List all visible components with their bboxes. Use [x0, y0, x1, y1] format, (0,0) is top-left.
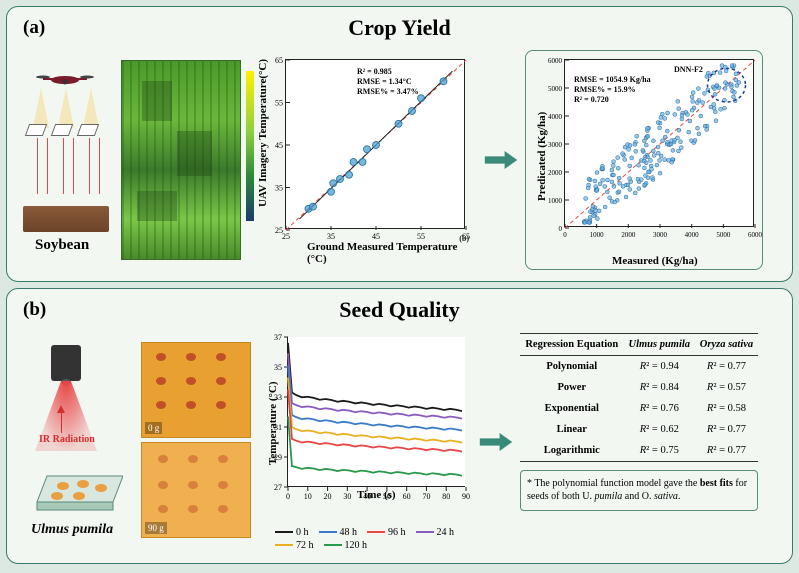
svg-text:55: 55 — [417, 232, 425, 241]
svg-text:25: 25 — [282, 232, 290, 241]
stat-rmsepct: RMSE% = 15.9% — [574, 85, 651, 95]
petri-dish-icon — [27, 466, 123, 512]
svg-text:3000: 3000 — [548, 141, 563, 149]
stat-rmse: RMSE = 1.34°C — [357, 77, 419, 87]
sublabel: (b) — [459, 234, 469, 243]
beam-line — [63, 138, 64, 194]
soybean-label: Soybean — [35, 237, 89, 254]
light-beams — [23, 88, 109, 156]
seed-bottom-label: 90 g — [145, 522, 167, 534]
ir-label: IR Radiation — [39, 434, 95, 445]
svg-text:25: 25 — [275, 226, 283, 235]
svg-text:35: 35 — [275, 183, 283, 192]
panel-a-title: Crop Yield — [17, 15, 782, 41]
svg-text:45: 45 — [372, 232, 380, 241]
seed-top-label: 0 g — [145, 422, 162, 434]
stat-rmse: RMSE = 1054.9 Kg/ha — [574, 75, 651, 85]
xlabel: Ground Measured Temperature (°C) — [307, 241, 477, 265]
svg-text:60: 60 — [403, 492, 411, 501]
svg-text:5000: 5000 — [548, 85, 563, 93]
legend-item: 96 h — [367, 527, 406, 538]
camera-icon — [51, 345, 81, 381]
panel-a-row: Soybean 25253535454555556565 R² = 0.985 … — [17, 47, 782, 272]
model-label: DNN-F2 — [674, 65, 703, 75]
svg-text:2000: 2000 — [621, 231, 636, 239]
svg-text:35: 35 — [327, 232, 335, 241]
linechart-svg: 0102030405060708090272931333537 — [288, 337, 466, 487]
beam-line — [37, 138, 38, 194]
svg-text:37: 37 — [274, 333, 282, 342]
svg-text:27: 27 — [274, 483, 282, 492]
soil-block — [23, 206, 109, 232]
ylabel: UAV Imagery Temperature(°C) — [257, 59, 269, 207]
svg-text:65: 65 — [275, 56, 283, 65]
svg-text:80: 80 — [442, 492, 450, 501]
svg-text:4000: 4000 — [685, 231, 700, 239]
regression-table-block: Regression EquationUlmus pumilaOryza sat… — [520, 333, 758, 551]
species-label: Ulmus pumila — [31, 522, 113, 538]
svg-text:90: 90 — [462, 492, 470, 501]
beam-line — [73, 138, 74, 194]
svg-text:3000: 3000 — [653, 231, 668, 239]
field-thermal-image — [121, 60, 241, 260]
ylabel: Predicated (Kg/ha) — [536, 111, 548, 200]
svg-text:2000: 2000 — [548, 169, 563, 177]
svg-text:6000: 6000 — [548, 57, 563, 65]
stat-rmsepct: RMSE% = 3.47% — [357, 87, 419, 97]
temperature-time-chart: 0102030405060708090272931333537 Time (s)… — [257, 333, 472, 551]
svg-text:70: 70 — [422, 492, 430, 501]
legend-item: 24 h — [416, 527, 455, 538]
stat-r2: R² = 0.720 — [574, 95, 651, 105]
stat-r2: R² = 0.985 — [357, 67, 419, 77]
svg-text:1000: 1000 — [590, 231, 605, 239]
panel-a-label: (a) — [23, 17, 45, 39]
legend-item: 120 h — [324, 540, 368, 551]
svg-text:4000: 4000 — [548, 113, 563, 121]
svg-text:0: 0 — [286, 492, 290, 501]
seed-images: 0 g 90 g — [141, 342, 251, 542]
seed-image-top: 0 g — [141, 342, 251, 438]
legend-item: 72 h — [275, 540, 314, 551]
panel-b-title: Seed Quality — [17, 297, 782, 323]
svg-text:6000: 6000 — [748, 231, 763, 239]
svg-text:1000: 1000 — [548, 197, 563, 205]
xlabel: Time (s) — [357, 489, 396, 501]
ylabel: Temperature (°C) — [267, 381, 279, 465]
seed-image-bottom: 90 g — [141, 442, 251, 538]
drone-soil-diagram: Soybean — [17, 60, 115, 260]
ir-arrowhead — [57, 405, 65, 413]
legend-item: 0 h — [275, 527, 309, 538]
svg-text:0: 0 — [559, 225, 563, 233]
xlabel: Measured (Kg/ha) — [612, 255, 698, 267]
legend-item: 48 h — [319, 527, 358, 538]
beam-line — [99, 138, 100, 194]
svg-text:45: 45 — [275, 141, 283, 150]
arrow-icon — [483, 149, 519, 171]
svg-text:0: 0 — [563, 231, 567, 239]
panel-b-label: (b) — [23, 299, 46, 321]
arrow-icon — [478, 431, 514, 453]
scatter-pred-vs-meas: 00 1000 1000 2000 2000 3000 3000 4000 4000 5000 50… — [525, 50, 763, 270]
ir-camera-diagram: IR Radiation Ulmus pumila — [17, 339, 135, 544]
svg-text:5000: 5000 — [716, 231, 731, 239]
svg-text:10: 10 — [304, 492, 312, 501]
drone-icon — [35, 68, 95, 88]
svg-text:35: 35 — [274, 363, 282, 372]
svg-text:20: 20 — [324, 492, 332, 501]
panel-a-crop-yield: (a) Crop Yield — [6, 6, 793, 282]
regression-table: Regression EquationUlmus pumilaOryza sat… — [520, 333, 758, 462]
panel-b-seed-quality: (b) Seed Quality IR Radiation Ulmus pumi… — [6, 288, 793, 564]
panel-b-row: IR Radiation Ulmus pumila 0 g — [17, 329, 782, 554]
beam-line — [47, 138, 48, 194]
beam-line — [89, 138, 90, 194]
table-note: * The polynomial function model gave the… — [520, 470, 758, 511]
svg-text:55: 55 — [275, 98, 283, 107]
legend: 0 h 48 h 96 h 24 h 72 h 120 h — [275, 527, 475, 551]
scatter-uav-vs-ground: 25253535454555556565 R² = 0.985 RMSE = 1… — [247, 51, 477, 269]
svg-text:30: 30 — [343, 492, 351, 501]
